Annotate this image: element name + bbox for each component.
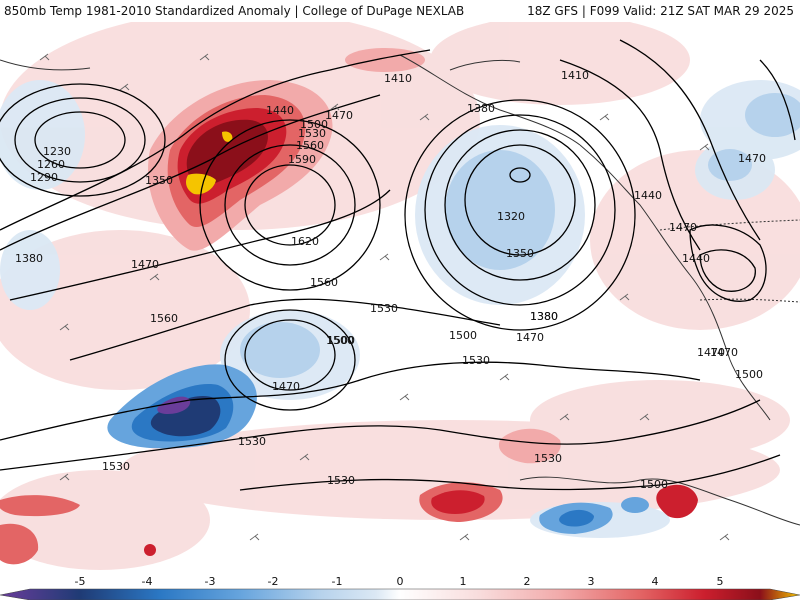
contour-label: 1500 xyxy=(326,334,354,347)
contour-label: 1440 xyxy=(634,189,662,202)
warm-anomaly-core xyxy=(0,48,698,565)
colorbar-tick: 0 xyxy=(396,575,404,588)
colorbar-tick: 4 xyxy=(651,575,659,588)
contour-label: 1470 xyxy=(697,346,725,359)
contour-label: 1560 xyxy=(150,312,178,325)
model-valid-time: 18Z GFS | F099 Valid: 21Z SAT MAR 29 202… xyxy=(527,4,794,18)
contour-label: 1500 xyxy=(735,368,763,381)
contour-label: 1560 xyxy=(310,276,338,289)
wind-barbs xyxy=(39,53,730,541)
contour-label: 1590 xyxy=(288,153,316,166)
contour-label: 1320 xyxy=(497,210,525,223)
contour-label: 1470 xyxy=(738,152,766,165)
warm-anomaly-light xyxy=(0,22,800,570)
contour-label: 1530 xyxy=(370,302,398,315)
contour-label: 1620 xyxy=(291,235,319,248)
contour-label: 1470 xyxy=(710,346,738,359)
title-bar: 850mb Temp 1981-2010 Standardized Anomal… xyxy=(0,0,800,22)
contour-label: 1470 xyxy=(131,258,159,271)
contour-label: 1530 xyxy=(102,460,130,473)
coastlines xyxy=(0,54,800,526)
colorbar-tick: -3 xyxy=(204,575,216,588)
contour-label: 1350 xyxy=(145,174,173,187)
contour-label: 1560 xyxy=(296,139,324,152)
colorbar-tick: -4 xyxy=(141,575,153,588)
contour-label: 1380 xyxy=(467,102,495,115)
colorbar: -5 -4 -3 -2 -1 0 1 2 3 4 5 xyxy=(0,575,800,601)
contour-label: 1530 xyxy=(462,354,490,367)
contour-label: 1380 xyxy=(530,310,558,323)
map-canvas: 1230 1260 1290 1350 1380 1470 1440 1500 … xyxy=(0,22,800,575)
contour-label: 1440 xyxy=(682,252,710,265)
anomaly-map: 1230 1260 1290 1350 1380 1470 1440 1500 … xyxy=(0,22,800,575)
contour-label: 1380 xyxy=(530,310,558,323)
colorbar-tick: 2 xyxy=(523,575,531,588)
contour-labels: 1230 1260 1290 1350 1380 1470 1440 1500 … xyxy=(15,69,766,491)
contour-label: 1470 xyxy=(516,331,544,344)
contour-label: 1410 xyxy=(561,69,589,82)
contour-label: 1500 xyxy=(300,118,328,131)
height-contours xyxy=(0,39,796,491)
contour-label: 1230 xyxy=(43,145,71,158)
contour-label: 1530 xyxy=(298,127,326,140)
contour-label: 1530 xyxy=(327,474,355,487)
contour-label: 1260 xyxy=(37,158,65,171)
contour-label: 1410 xyxy=(384,72,412,85)
contour-label: 1500 xyxy=(640,478,668,491)
contour-label: 1530 xyxy=(534,452,562,465)
contour-label: 1500 xyxy=(449,329,477,342)
contour-label: 1470 xyxy=(669,221,697,234)
colorbar-tick: -5 xyxy=(74,575,86,588)
colorbar-tick: 1 xyxy=(459,575,467,588)
contour-label: 1470 xyxy=(272,380,300,393)
contour-label: 1380 xyxy=(15,252,43,265)
colorbar-tick: -2 xyxy=(267,575,279,588)
contour-label: 1440 xyxy=(266,104,294,117)
contour-label: 1350 xyxy=(506,247,534,260)
contour-label: 1290 xyxy=(30,171,58,184)
colorbar-tick: 5 xyxy=(716,575,724,588)
contour-label: 1470 xyxy=(325,109,353,122)
contour-label: 1530 xyxy=(238,435,266,448)
colorbar-tick: -1 xyxy=(331,575,343,588)
contour-label: 1500 xyxy=(327,334,355,347)
colorbar-tick: 3 xyxy=(587,575,595,588)
map-title: 850mb Temp 1981-2010 Standardized Anomal… xyxy=(4,4,465,18)
